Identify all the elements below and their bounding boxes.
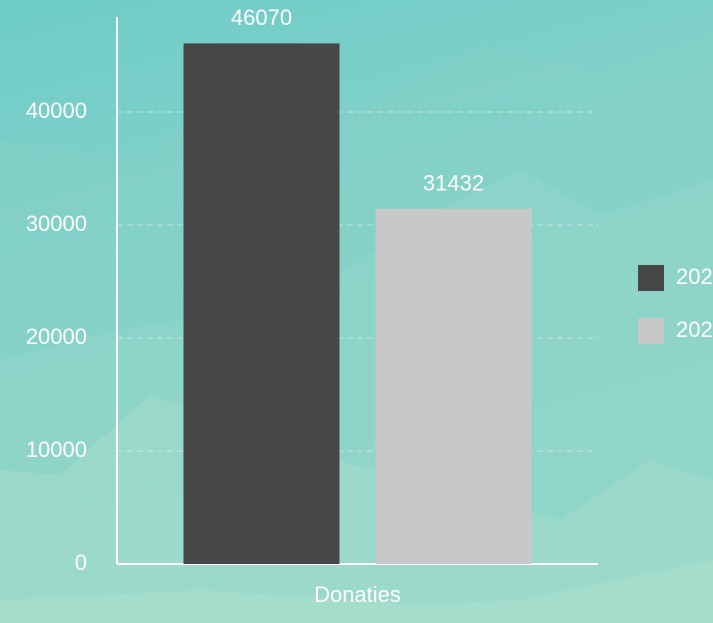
y-tick-label: 20000 — [26, 324, 87, 349]
background-shape — [0, 395, 713, 623]
bar — [375, 208, 532, 564]
legend-label: 202 — [676, 264, 713, 289]
data-label: 46070 — [231, 5, 292, 30]
y-tick-label: 10000 — [26, 437, 87, 462]
data-label: 31432 — [423, 171, 484, 196]
legend-swatch — [638, 265, 664, 291]
background-shape — [0, 560, 713, 623]
y-tick-label: 40000 — [26, 98, 87, 123]
y-tick-label: 30000 — [26, 211, 87, 236]
x-tick-label: Donaties — [314, 582, 401, 607]
bar — [183, 43, 340, 565]
legend-label: 202 — [676, 317, 713, 342]
legend-swatch — [638, 318, 664, 344]
y-tick-label: 0 — [75, 550, 87, 575]
